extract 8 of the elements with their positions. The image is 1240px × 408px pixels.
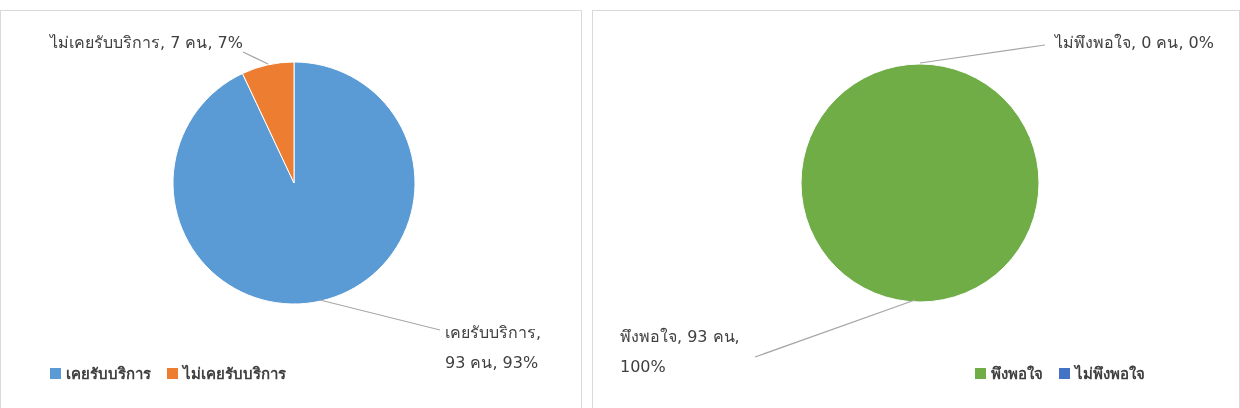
data-label: พึงพอใจ, 93 คน, 100% bbox=[620, 327, 740, 376]
legend-label: ไม่เคยรับบริการ bbox=[181, 364, 287, 383]
data-label: ไม่เคยรับบริการ, 7 คน, 7% bbox=[48, 33, 243, 52]
data-label: เคยรับบริการ, 93 คน, 93% bbox=[445, 323, 542, 372]
legend-label: พึงพอใจ bbox=[991, 365, 1043, 383]
text: ไม่พึงพอใจ, 0 คน, 0% bbox=[1055, 33, 1214, 52]
legend-label: ไม่พึงพอใจ bbox=[1073, 364, 1145, 383]
legend-label: เคยรับบริการ bbox=[66, 365, 152, 383]
